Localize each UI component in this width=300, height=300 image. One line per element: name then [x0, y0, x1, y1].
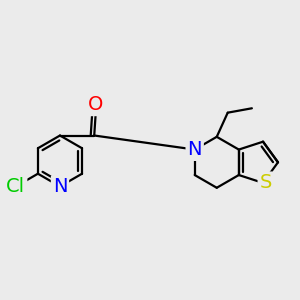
Text: N: N	[188, 140, 202, 159]
Text: O: O	[88, 95, 104, 114]
Text: N: N	[53, 177, 67, 196]
Text: Cl: Cl	[6, 177, 26, 196]
Text: S: S	[260, 173, 272, 192]
